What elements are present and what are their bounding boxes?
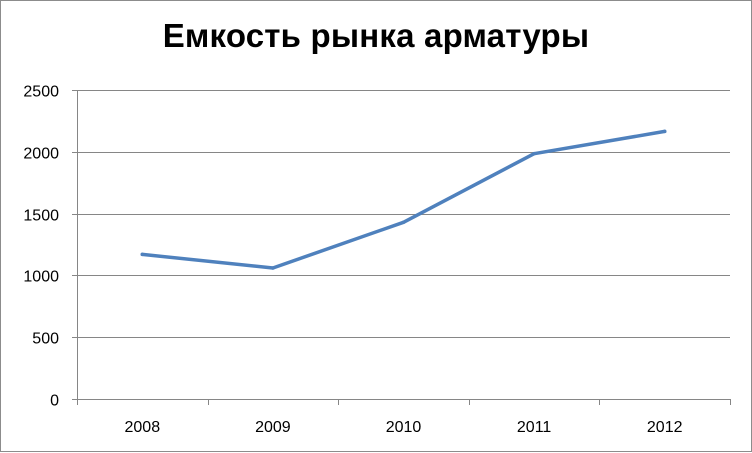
x-tick-label: 2008 bbox=[125, 419, 161, 436]
y-tick-labels: 0 500 1000 1500 2000 2500 bbox=[23, 84, 59, 410]
y-tick-label: 1000 bbox=[23, 269, 59, 286]
x-tick-labels: 2008 2009 2010 2011 2012 bbox=[125, 419, 683, 436]
x-tick-label: 2011 bbox=[517, 419, 552, 436]
x-tick-label: 2012 bbox=[647, 419, 683, 436]
y-tick-label: 0 bbox=[50, 393, 59, 410]
series-group bbox=[140, 129, 667, 270]
data-point bbox=[271, 266, 275, 270]
data-point bbox=[532, 151, 536, 156]
x-tick-label: 2010 bbox=[386, 419, 422, 436]
y-tick-label: 1500 bbox=[23, 208, 59, 225]
chart-title: Емкость рынка арматуры bbox=[162, 17, 590, 54]
data-point bbox=[401, 220, 406, 225]
gridlines bbox=[77, 90, 730, 338]
data-point bbox=[140, 252, 145, 257]
x-tick-label: 2009 bbox=[255, 419, 291, 436]
axes bbox=[72, 90, 731, 405]
data-point bbox=[662, 129, 667, 134]
series-line-0 bbox=[140, 129, 667, 270]
y-tick-label: 500 bbox=[32, 331, 59, 348]
y-tick-label: 2500 bbox=[23, 84, 59, 101]
y-tick-label: 2000 bbox=[23, 146, 59, 163]
